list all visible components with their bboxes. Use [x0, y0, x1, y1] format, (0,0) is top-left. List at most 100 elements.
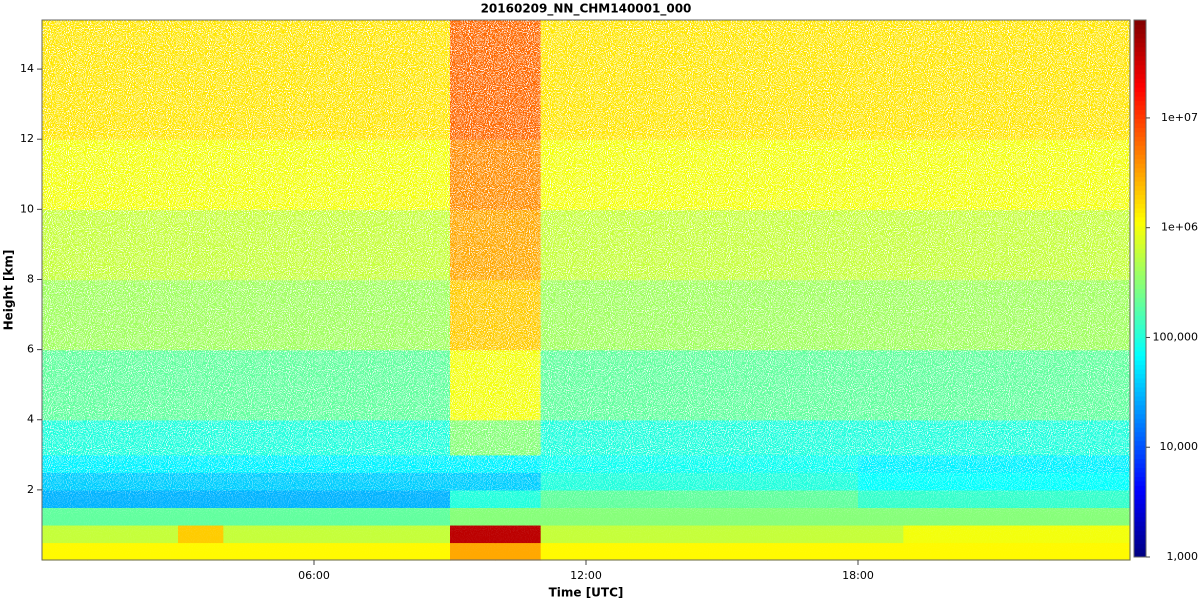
colorbar-step [1134, 355, 1146, 361]
colorbar-step [1134, 154, 1146, 160]
colorbar-tick-label: 1e+06 [1161, 221, 1198, 234]
colorbar-step [1134, 386, 1146, 392]
colorbar-tick-label: 1e+07 [1161, 111, 1198, 124]
colorbar-step [1134, 127, 1146, 133]
colorbar-step [1134, 109, 1146, 115]
colorbar-step [1134, 512, 1146, 518]
colorbar-step [1134, 324, 1146, 330]
colorbar-step [1134, 539, 1146, 545]
chart-title: 20160209_NN_CHM140001_000 [481, 2, 692, 17]
colorbar-step [1134, 96, 1146, 102]
colorbar-step [1134, 163, 1146, 169]
x-tick-label: 18:00 [842, 569, 874, 582]
colorbar-step [1134, 382, 1146, 388]
colorbar-step [1134, 42, 1146, 48]
colorbar-step [1134, 548, 1146, 554]
colorbar-step [1134, 292, 1146, 298]
colorbar-step [1134, 480, 1146, 486]
colorbar-step [1134, 136, 1146, 142]
y-tick-label: 4 [27, 413, 34, 426]
colorbar-step [1134, 266, 1146, 272]
colorbar-step [1134, 530, 1146, 536]
colorbar [1134, 20, 1146, 558]
y-tick-label: 12 [20, 132, 34, 145]
colorbar-step [1134, 243, 1146, 249]
colorbar-step [1134, 176, 1146, 182]
colorbar-step [1134, 369, 1146, 375]
colorbar-step [1134, 167, 1146, 173]
colorbar-step [1134, 118, 1146, 124]
colorbar-step [1134, 328, 1146, 334]
x-tick-label: 12:00 [570, 569, 602, 582]
colorbar-step [1134, 485, 1146, 491]
colorbar-step [1134, 158, 1146, 164]
y-tick-label: 6 [27, 343, 34, 356]
colorbar-step [1134, 404, 1146, 410]
colorbar-step [1134, 319, 1146, 325]
colorbar-step [1134, 346, 1146, 352]
noise-overlay [42, 20, 1130, 560]
colorbar-step [1134, 391, 1146, 397]
y-tick-label: 14 [20, 62, 34, 75]
colorbar-step [1134, 337, 1146, 343]
colorbar-step [1134, 543, 1146, 549]
colorbar-step [1134, 489, 1146, 495]
colorbar-step [1134, 378, 1146, 383]
colorbar-step [1134, 212, 1146, 218]
colorbar-step [1134, 190, 1146, 196]
colorbar-step [1134, 288, 1146, 294]
colorbar-step [1134, 181, 1146, 187]
colorbar-step [1134, 534, 1146, 540]
colorbar-tick-label: 10,000 [1160, 440, 1199, 453]
colorbar-step [1134, 82, 1146, 88]
colorbar-step [1134, 60, 1146, 66]
colorbar-step [1134, 248, 1146, 254]
colorbar-frame [1133, 19, 1147, 558]
colorbar-step [1134, 507, 1146, 513]
colorbar-step [1134, 494, 1146, 500]
y-tick-label: 2 [27, 483, 34, 496]
colorbar-step [1134, 525, 1146, 531]
colorbar-step [1134, 225, 1146, 231]
colorbar-step [1134, 69, 1146, 75]
colorbar-step [1134, 275, 1146, 281]
colorbar-step [1134, 100, 1146, 106]
colorbar-step [1134, 463, 1146, 468]
colorbar-step [1134, 422, 1146, 428]
colorbar-step [1134, 449, 1146, 455]
colorbar-step [1134, 364, 1146, 370]
colorbar-step [1134, 351, 1146, 357]
colorbar-step [1134, 234, 1146, 240]
colorbar-step [1134, 440, 1146, 446]
colorbar-step [1134, 400, 1146, 406]
colorbar-step [1134, 503, 1146, 509]
colorbar-step [1134, 221, 1146, 227]
colorbar-step [1134, 105, 1146, 110]
colorbar-step [1134, 409, 1146, 415]
colorbar-step [1134, 203, 1146, 209]
colorbar-step [1134, 395, 1146, 401]
colorbar-step [1134, 360, 1146, 366]
colorbar-step [1134, 28, 1146, 34]
colorbar-step [1134, 185, 1146, 191]
colorbar-step [1134, 476, 1146, 482]
colorbar-step [1134, 51, 1146, 57]
colorbar-step [1134, 310, 1146, 316]
colorbar-step [1134, 315, 1146, 321]
colorbar-step [1134, 149, 1146, 155]
colorbar-step [1134, 306, 1146, 312]
colorbar-step [1134, 145, 1146, 151]
colorbar-step [1134, 454, 1146, 460]
colorbar-step [1134, 194, 1146, 200]
colorbar-tick-label: 1,000 [1167, 550, 1199, 563]
colorbar-step [1134, 342, 1146, 348]
colorbar-step [1134, 239, 1146, 245]
colorbar-step [1134, 261, 1146, 267]
colorbar-step [1134, 257, 1146, 263]
colorbar-step [1134, 207, 1146, 213]
colorbar-step [1134, 467, 1146, 473]
colorbar-step [1134, 230, 1146, 236]
colorbar-step [1134, 552, 1146, 558]
colorbar-step [1134, 64, 1146, 70]
